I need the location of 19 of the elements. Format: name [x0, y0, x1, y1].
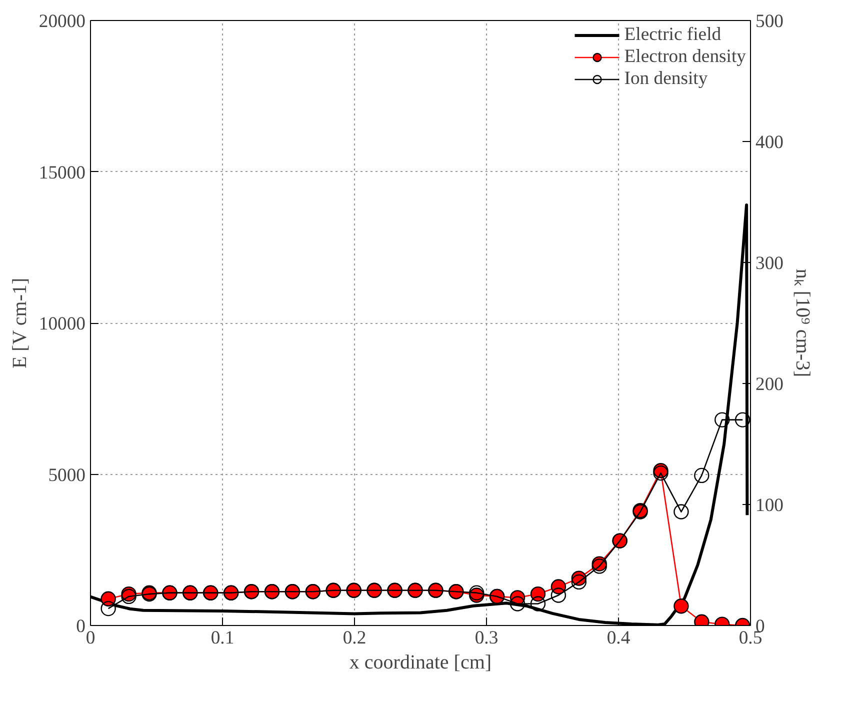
y2-tick-label: 200	[756, 374, 784, 395]
y-tick-label: 15000	[38, 162, 86, 184]
x-axis-title: x coordinate [cm]	[349, 652, 492, 674]
y2-tick-label: 400	[756, 132, 784, 153]
y-tick-label: 5000	[48, 464, 86, 486]
y-tick-label: 10000	[38, 314, 86, 334]
x-tick-label: 0.4	[606, 628, 631, 648]
y2-tick-label: 300	[756, 253, 784, 274]
legend-label: Electron density	[624, 46, 746, 68]
y-tick-label: 20000	[38, 11, 86, 32]
x-tick-label: 0.3	[474, 628, 498, 648]
y2-tick-label: 500	[756, 11, 784, 32]
y2-axis-title: nₖ [10⁹ cm-3]	[791, 268, 814, 378]
legend-label: Ion density	[624, 68, 708, 90]
y2-tick-label: 100	[756, 495, 784, 516]
x-tick-label: 0.2	[342, 628, 366, 648]
x-tick-label: 0.1	[210, 628, 234, 648]
legend-label: Electric field	[624, 24, 722, 46]
y-axis-title: E [V cm-1]	[8, 278, 31, 369]
